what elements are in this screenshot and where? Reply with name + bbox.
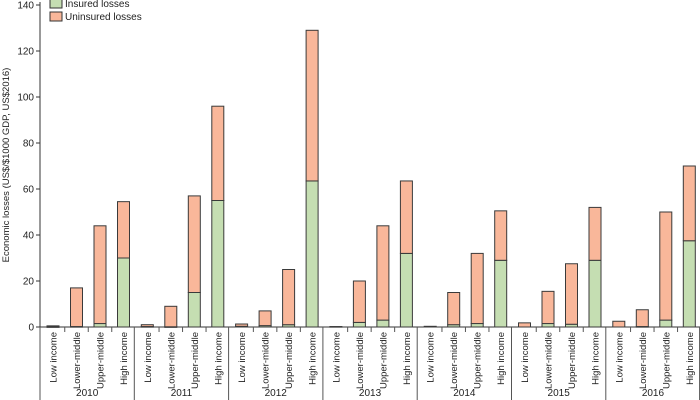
category-label: Lower-middle	[638, 332, 649, 389]
category-label: High income	[591, 332, 602, 385]
y-tick-label: 0	[28, 323, 34, 334]
category-label: High income	[685, 332, 696, 385]
bar-insured	[470, 323, 484, 328]
category-label: Lower-middle	[166, 332, 177, 389]
bar-uninsured	[447, 292, 461, 326]
category-label: High income	[308, 332, 319, 385]
category-label: Upper-middle	[96, 332, 107, 389]
legend-swatch-insured	[49, 0, 63, 9]
bar-uninsured	[329, 326, 343, 328]
y-tick-label: 100	[17, 93, 34, 104]
bar-uninsured	[376, 225, 390, 321]
bar-uninsured	[470, 252, 484, 325]
bar-insured	[117, 257, 130, 328]
category-label: Low income	[614, 332, 625, 383]
category-label: Lower-middle	[355, 332, 366, 389]
category-label: Upper-middle	[567, 332, 578, 389]
year-label: 2015	[548, 388, 571, 399]
category-label: High income	[119, 332, 130, 385]
y-tick-label: 120	[17, 47, 34, 58]
category-label: Low income	[143, 332, 154, 383]
year-label: 2014	[453, 388, 476, 399]
legend-swatch-uninsured	[49, 11, 63, 22]
bar-uninsured	[659, 211, 673, 321]
bar-insured	[352, 321, 366, 328]
y-axis-label: Economic losses (US$/$1000 GDP, US$2016)	[1, 68, 12, 263]
legend-label-insured: Insured losses	[65, 0, 129, 10]
bar-insured	[211, 200, 225, 328]
bar-insured	[93, 323, 107, 328]
y-tick-label: 140	[17, 1, 34, 12]
category-label: Upper-middle	[473, 332, 484, 389]
category-label: Upper-middle	[190, 332, 201, 389]
year-label: 2013	[359, 388, 382, 399]
bar-uninsured	[588, 206, 602, 261]
legend-label-uninsured: Uninsured losses	[65, 12, 142, 23]
category-label: Lower-middle	[72, 332, 83, 389]
category-label: High income	[213, 332, 224, 385]
bar-uninsured	[70, 287, 83, 328]
category-label: Upper-middle	[378, 332, 389, 389]
category-label: Lower-middle	[261, 332, 272, 389]
bar-uninsured	[46, 325, 60, 328]
bar-uninsured	[211, 105, 225, 201]
bar-uninsured	[423, 325, 437, 328]
y-tick-label: 60	[23, 185, 35, 196]
bar-uninsured	[494, 210, 508, 261]
bars	[46, 29, 696, 328]
bar-insured	[659, 319, 673, 328]
category-label: Lower-middle	[544, 332, 555, 389]
year-label: 2011	[171, 388, 193, 399]
category-label: Low income	[237, 332, 248, 383]
bar-uninsured	[164, 305, 178, 328]
category-label: Low income	[520, 332, 531, 383]
bar-uninsured	[635, 309, 649, 328]
bar-insured	[494, 259, 508, 328]
bar-uninsured	[187, 195, 201, 293]
bar-insured	[588, 259, 602, 328]
year-label: 2012	[265, 388, 288, 399]
bar-uninsured	[565, 263, 578, 325]
category-label: Low income	[426, 332, 437, 383]
year-label: 2016	[642, 388, 665, 399]
bar-uninsured	[612, 320, 626, 328]
bar-uninsured	[682, 165, 696, 242]
bar-uninsured	[305, 29, 319, 182]
legend: Insured losses Uninsured losses	[49, 0, 142, 23]
y-tick-label: 20	[23, 277, 35, 288]
bar-uninsured	[399, 180, 413, 254]
bar-insured	[187, 292, 201, 328]
bar-insured	[376, 319, 390, 328]
bar-uninsured	[282, 269, 296, 326]
bar-insured	[541, 323, 555, 328]
bar-insured	[305, 180, 319, 328]
year-label: 2010	[76, 388, 99, 399]
y-tick-label: 40	[23, 231, 35, 242]
axes: 0 20 40 60 80 100 120 140 2010 Low income Lower-mi…	[17, 1, 700, 400]
category-label: High income	[402, 332, 413, 385]
category-label: Lower-middle	[449, 332, 460, 389]
category-label: High income	[496, 332, 507, 385]
bar-insured	[682, 240, 696, 328]
y-tick-label: 80	[23, 139, 35, 150]
category-label: Low income	[331, 332, 342, 383]
bar-uninsured	[140, 324, 154, 328]
bar-uninsured	[235, 323, 249, 327]
bar-uninsured	[117, 201, 130, 259]
bar-uninsured	[352, 280, 366, 323]
bar-uninsured	[541, 290, 555, 325]
bar-uninsured	[93, 225, 107, 325]
category-label: Upper-middle	[661, 332, 672, 389]
category-label: Upper-middle	[284, 332, 295, 389]
bar-uninsured	[518, 322, 531, 328]
category-label: Low income	[49, 332, 60, 383]
bar-insured	[399, 252, 413, 328]
bar-uninsured	[258, 310, 272, 327]
